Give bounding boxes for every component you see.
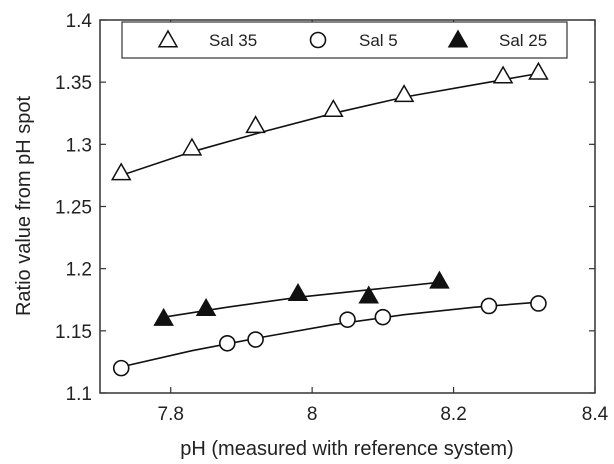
legend-item: Sal 5	[309, 31, 398, 50]
data-point	[528, 61, 549, 80]
legend: Sal 35 Sal 5 Sal 25	[121, 21, 568, 59]
x-tick-label: 7.8	[158, 404, 184, 425]
legend-label: Sal 5	[359, 31, 398, 50]
data-point	[429, 270, 450, 289]
y-tick-label: 1.35	[55, 73, 92, 94]
y-axis-label: Ratio value from pH spot	[13, 96, 35, 317]
legend-label: Sal 25	[499, 31, 547, 50]
data-point	[218, 334, 236, 352]
x-axis-label: pH (measured with reference system)	[180, 438, 513, 460]
fit-line	[121, 301, 539, 368]
data-point	[492, 65, 514, 84]
data-point	[287, 283, 309, 302]
legend-item: Sal 35	[157, 29, 257, 50]
data-point	[181, 137, 203, 156]
series-sal-5	[112, 295, 547, 377]
data-point	[393, 84, 415, 103]
data-point	[110, 162, 132, 181]
x-tick-label: 8	[307, 404, 318, 425]
data-point	[374, 308, 392, 326]
series-sal-25	[153, 270, 450, 326]
data-point	[247, 331, 264, 348]
legend-marker	[447, 29, 469, 48]
legend-marker	[157, 29, 179, 48]
data-point	[195, 297, 217, 316]
legend-item: Sal 25	[447, 29, 547, 50]
y-tick-label: 1.25	[55, 198, 92, 219]
data-point	[153, 307, 174, 326]
x-tick-label: 8.2	[440, 404, 466, 425]
data-point	[339, 311, 356, 328]
legend-box	[121, 21, 568, 59]
y-tick-label: 1.15	[55, 322, 92, 343]
data-point	[530, 295, 547, 312]
series-layer	[110, 61, 549, 377]
data-point	[245, 115, 266, 134]
series-sal-35	[110, 61, 549, 181]
x-tick-label: 8.4	[582, 404, 609, 425]
y-tick-label: 1.3	[66, 135, 92, 156]
y-tick-label: 1.2	[66, 260, 92, 281]
legend-label: Sal 35	[209, 31, 257, 50]
y-tick-label: 1.4	[66, 11, 93, 32]
data-point	[323, 99, 344, 118]
legend-marker	[309, 31, 327, 49]
data-point	[112, 359, 130, 377]
y-tick-label: 1.1	[66, 384, 92, 405]
y-axis: 1.1 1.15 1.2 1.25 1.3 1.35 1.4	[55, 11, 595, 405]
data-point	[480, 297, 498, 315]
data-point	[358, 285, 380, 304]
